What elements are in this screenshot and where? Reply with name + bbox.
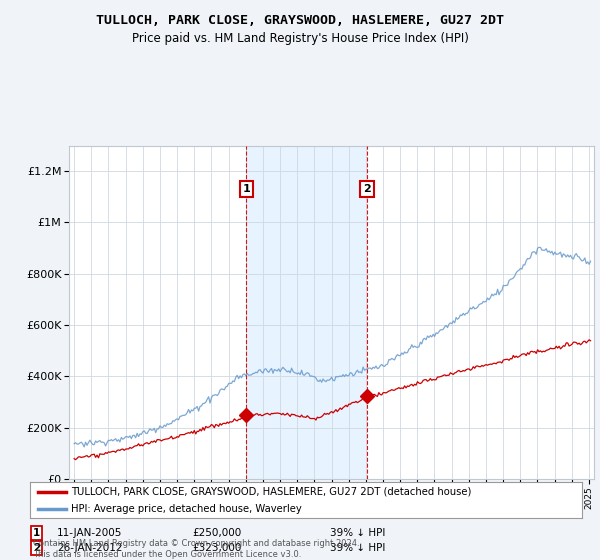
Text: Contains HM Land Registry data © Crown copyright and database right 2024.
This d: Contains HM Land Registry data © Crown c…	[33, 539, 359, 559]
Text: £250,000: £250,000	[192, 528, 241, 538]
Text: Price paid vs. HM Land Registry's House Price Index (HPI): Price paid vs. HM Land Registry's House …	[131, 32, 469, 45]
Text: 39% ↓ HPI: 39% ↓ HPI	[330, 528, 385, 538]
Text: 1: 1	[242, 184, 250, 194]
Text: 2: 2	[363, 184, 371, 194]
Text: TULLOCH, PARK CLOSE, GRAYSWOOD, HASLEMERE, GU27 2DT: TULLOCH, PARK CLOSE, GRAYSWOOD, HASLEMER…	[96, 14, 504, 27]
Text: TULLOCH, PARK CLOSE, GRAYSWOOD, HASLEMERE, GU27 2DT (detached house): TULLOCH, PARK CLOSE, GRAYSWOOD, HASLEMER…	[71, 487, 472, 497]
Text: 11-JAN-2005: 11-JAN-2005	[57, 528, 122, 538]
Text: 26-JAN-2012: 26-JAN-2012	[57, 543, 122, 553]
Text: 1: 1	[33, 528, 40, 538]
Text: 39% ↓ HPI: 39% ↓ HPI	[330, 543, 385, 553]
Text: HPI: Average price, detached house, Waverley: HPI: Average price, detached house, Wave…	[71, 504, 302, 514]
Text: 2: 2	[33, 543, 40, 553]
Text: £323,000: £323,000	[192, 543, 241, 553]
Bar	[247, 146, 367, 479]
